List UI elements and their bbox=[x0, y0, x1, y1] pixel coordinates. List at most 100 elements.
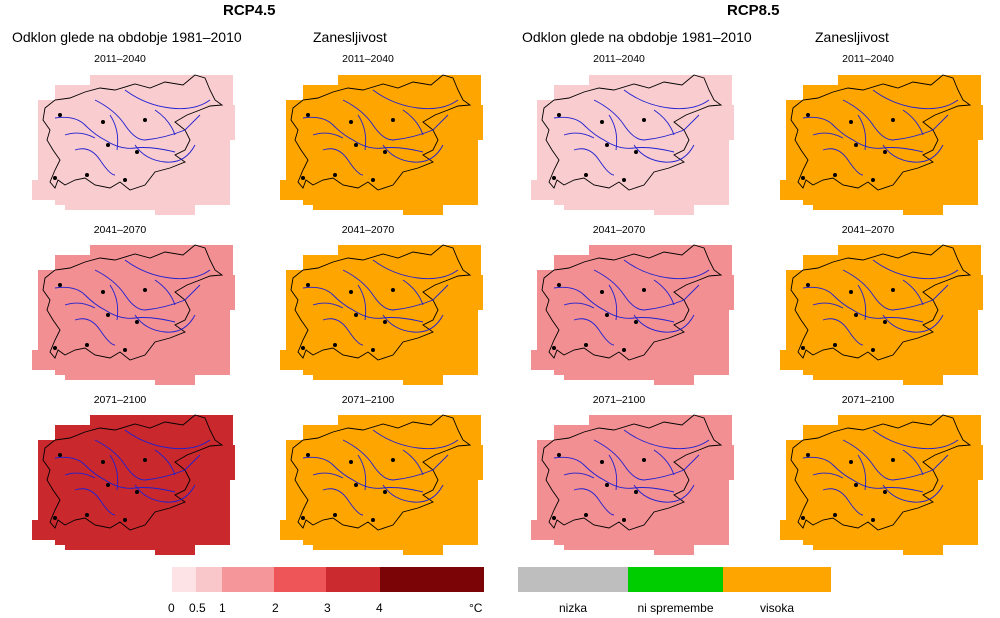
river-line bbox=[94, 269, 201, 311]
station-point bbox=[106, 313, 110, 317]
station-point bbox=[849, 460, 853, 464]
temp-tick-2: 2 bbox=[272, 601, 279, 615]
river-line bbox=[322, 318, 364, 346]
river-line bbox=[633, 144, 695, 163]
temp-legend-swatch bbox=[222, 567, 274, 592]
country-border bbox=[290, 74, 472, 191]
station-point bbox=[391, 118, 395, 122]
station-point bbox=[622, 518, 626, 522]
temp-tick-0-5: 0.5 bbox=[189, 601, 206, 615]
reliability-map bbox=[280, 74, 483, 215]
deviation-map-panel bbox=[524, 70, 734, 220]
river-line bbox=[64, 472, 96, 479]
deviation-map-panel bbox=[25, 70, 235, 220]
map-grid-cell bbox=[403, 538, 443, 555]
station-point bbox=[584, 343, 588, 347]
map-grid-cell bbox=[90, 415, 190, 430]
station-point bbox=[333, 343, 337, 347]
period-label: 2071–2100 bbox=[592, 394, 646, 406]
scenario-title-rcp45: RCP4.5 bbox=[223, 2, 276, 19]
map-grid-cell bbox=[531, 520, 559, 540]
river-line bbox=[134, 314, 196, 333]
map-grid-cell bbox=[973, 105, 983, 140]
river-line bbox=[802, 456, 924, 493]
map-grid-cell bbox=[564, 358, 624, 380]
map-grid-cell bbox=[155, 538, 195, 555]
station-point bbox=[600, 290, 604, 294]
river-line bbox=[593, 439, 700, 481]
map-grid-cell bbox=[973, 275, 983, 310]
map-grid-cell bbox=[903, 198, 943, 215]
station-point bbox=[354, 313, 358, 317]
map-grid-cell bbox=[205, 135, 230, 190]
river-line bbox=[608, 284, 618, 321]
river-line bbox=[812, 472, 844, 479]
river-line bbox=[312, 472, 344, 479]
station-point bbox=[58, 113, 62, 117]
temp-legend-swatch bbox=[196, 567, 222, 592]
river-line bbox=[312, 302, 344, 309]
station-point bbox=[634, 150, 638, 154]
map-grid-cell bbox=[953, 135, 978, 190]
map-grid-cell bbox=[704, 305, 729, 360]
river-line bbox=[54, 456, 176, 493]
map-grid-cell bbox=[90, 245, 190, 260]
river-line bbox=[902, 449, 924, 476]
station-point bbox=[854, 143, 858, 147]
map-grid-cell bbox=[838, 75, 938, 90]
river-line bbox=[94, 439, 201, 481]
period-label: 2071–2100 bbox=[93, 394, 147, 406]
station-point bbox=[557, 453, 561, 457]
river-line bbox=[124, 259, 211, 280]
map-grid-cell bbox=[65, 528, 125, 550]
river-line bbox=[357, 114, 367, 151]
river-line bbox=[902, 109, 924, 136]
river-line bbox=[134, 484, 196, 503]
station-point bbox=[605, 143, 609, 147]
temp-legend-swatch bbox=[326, 567, 380, 592]
river-line bbox=[653, 449, 675, 476]
map-grid-cell bbox=[813, 188, 873, 210]
scenario-title-rcp85: RCP8.5 bbox=[727, 2, 780, 19]
station-point bbox=[101, 290, 105, 294]
river-line bbox=[882, 314, 944, 333]
period-label: 2011–2040 bbox=[842, 53, 894, 65]
station-point bbox=[833, 513, 837, 517]
river-line bbox=[372, 429, 459, 450]
station-point bbox=[883, 150, 887, 154]
station-point bbox=[806, 113, 810, 117]
station-point bbox=[383, 320, 387, 324]
temp-legend-swatch bbox=[274, 567, 326, 592]
river-line bbox=[872, 259, 959, 280]
column-title-reliability-rcp85: Zanesljivost bbox=[815, 29, 889, 45]
map-grid-cell bbox=[589, 75, 689, 90]
river-line bbox=[593, 269, 700, 311]
map-grid-cell bbox=[780, 350, 808, 370]
period-label: 2041–2070 bbox=[841, 224, 895, 236]
river-line bbox=[382, 484, 444, 503]
deviation-map bbox=[531, 244, 734, 385]
country-border bbox=[790, 244, 972, 361]
station-point bbox=[135, 150, 139, 154]
map-grid-cell bbox=[32, 520, 60, 540]
station-point bbox=[371, 518, 375, 522]
station-point bbox=[383, 150, 387, 154]
map-grid-cell bbox=[205, 475, 230, 530]
period-label: 2041–2070 bbox=[93, 224, 147, 236]
river-line bbox=[64, 302, 96, 309]
map-grid-cell bbox=[313, 188, 373, 210]
station-point bbox=[801, 346, 805, 350]
station-point bbox=[53, 176, 57, 180]
station-point bbox=[85, 173, 89, 177]
country-border bbox=[42, 244, 224, 361]
river-line bbox=[608, 454, 618, 491]
station-point bbox=[833, 173, 837, 177]
temp-unit: °C bbox=[469, 601, 483, 615]
country-border bbox=[790, 74, 972, 191]
river-line bbox=[857, 454, 867, 491]
map-grid-cell bbox=[65, 188, 125, 210]
station-point bbox=[634, 490, 638, 494]
river-line bbox=[563, 132, 595, 139]
station-point bbox=[849, 290, 853, 294]
river-line bbox=[842, 439, 949, 481]
